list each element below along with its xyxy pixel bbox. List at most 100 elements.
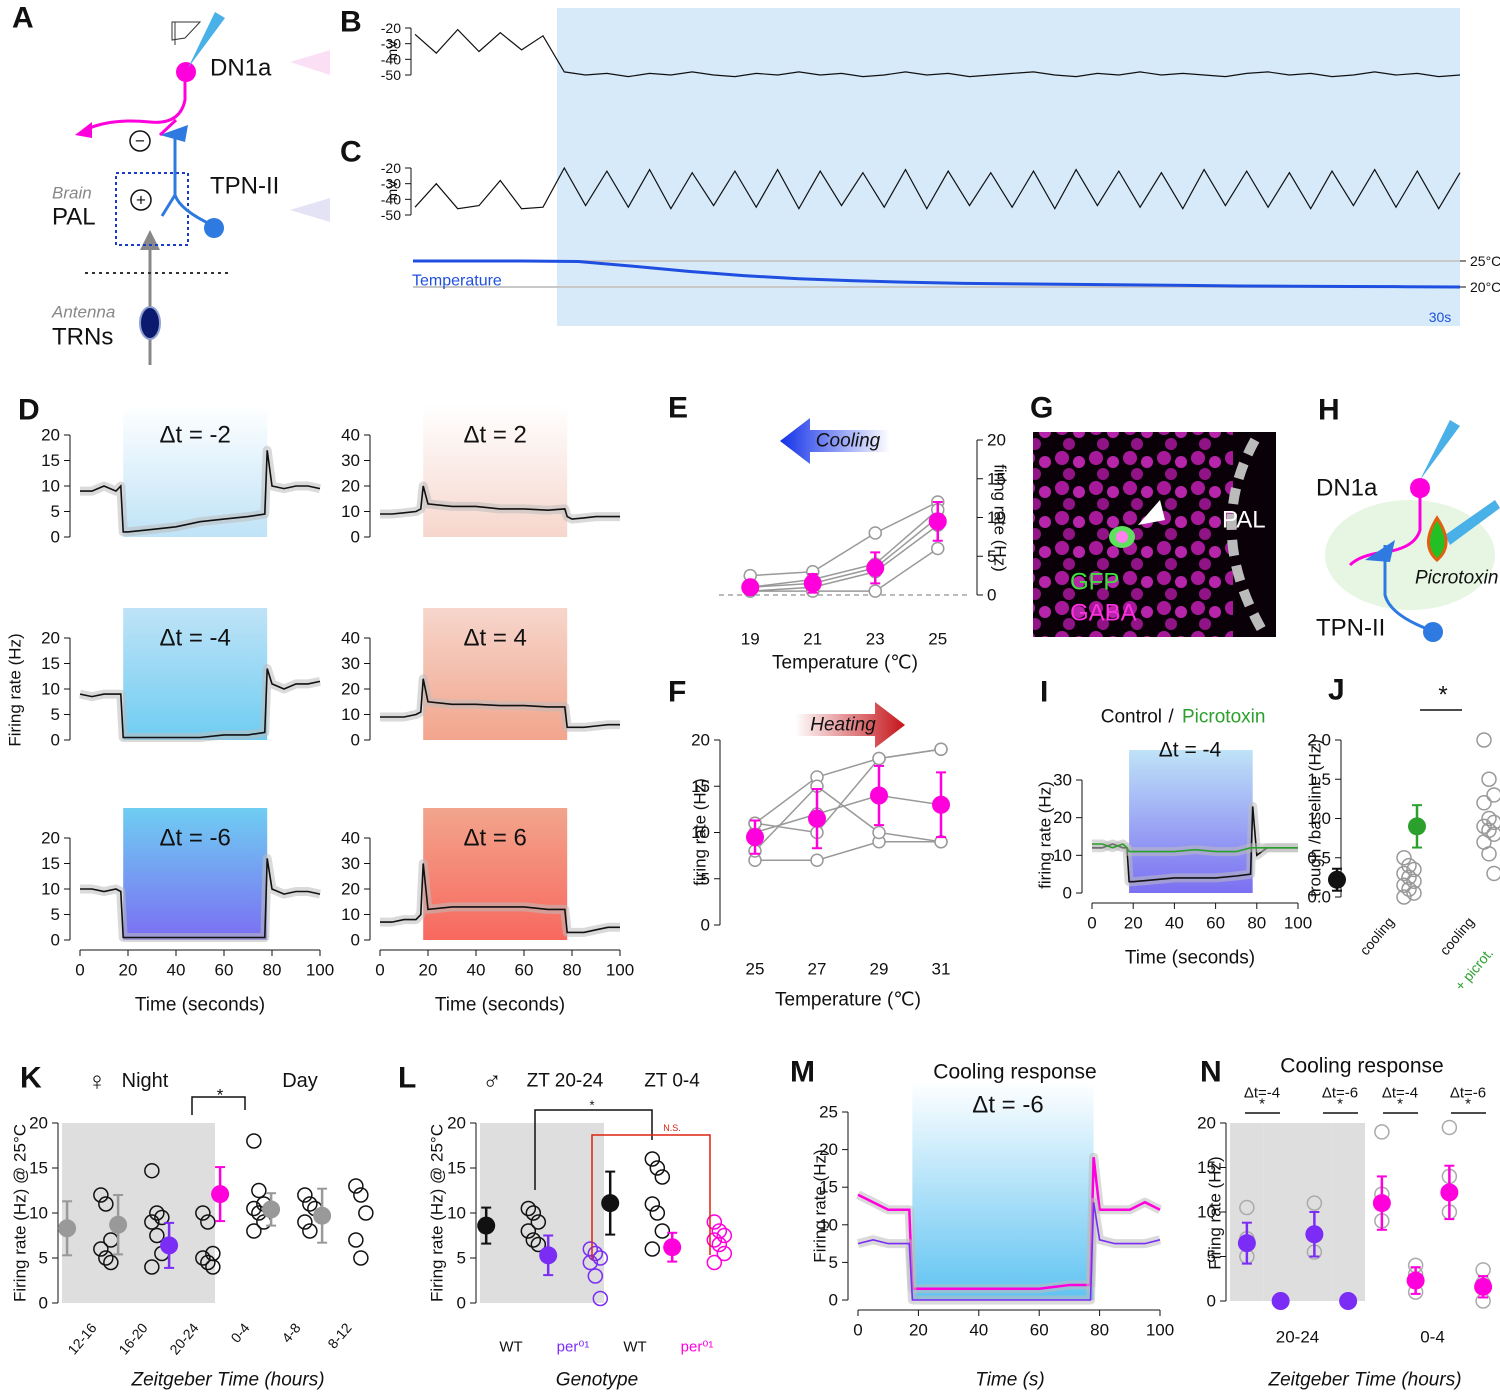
bracket [191, 1096, 246, 1115]
x-tick-label: cooling [1436, 914, 1477, 958]
x-tick-label: WT [499, 1339, 522, 1356]
x-tick-label: 60 [215, 961, 234, 980]
y-tick-label: 10 [819, 1215, 838, 1234]
annotation: ♀ [87, 1066, 107, 1096]
data-point [1486, 814, 1500, 831]
data-point [1486, 865, 1500, 882]
data-point [149, 1227, 165, 1244]
y-axis-label: firing rate (Hz) [1036, 781, 1055, 889]
data-point [297, 1187, 313, 1203]
y-tick-label: 5 [39, 1249, 48, 1268]
x-tick-label: 8-12 [324, 1320, 354, 1352]
data-point [587, 1268, 604, 1284]
diagram-a: A − + DN1a TPN-II Brain PAL Antenna TRNs [12, 2, 330, 365]
y-tick-label: 0 [39, 1294, 48, 1313]
panel-letter: J [1328, 674, 1345, 707]
individual-point [810, 853, 824, 867]
mean-point [262, 1200, 281, 1219]
data-point [358, 1205, 374, 1221]
x-tick-label: 25 [928, 630, 947, 649]
label: DN1a [210, 55, 272, 82]
x-tick-label: 40 [467, 961, 486, 980]
x-tick-label: 20 [1124, 914, 1143, 933]
y-tick-label: 40 [341, 629, 360, 648]
trace [414, 166, 1461, 210]
stimulus-period [423, 808, 568, 940]
y-tick-label: 20 [987, 431, 1006, 450]
y-axis-label: firing rate (Hz) [991, 464, 1010, 572]
panel-letter: B [340, 6, 362, 39]
data-point [525, 1232, 542, 1248]
panel-letter: A [12, 2, 34, 35]
group-label: 0-4 [1420, 1328, 1445, 1347]
x-tick-label: 100 [1284, 914, 1312, 933]
y-tick-label: 20 [41, 629, 60, 648]
diagram-h: H DN1a Picrotoxin TPN-II [1316, 394, 1500, 642]
chart-title: Cooling response [933, 1061, 1096, 1084]
x-tick-label: 12-16 [64, 1320, 99, 1358]
data-point [93, 1187, 109, 1203]
data-point [1476, 818, 1492, 835]
x-tick-label: 40 [1165, 914, 1184, 933]
mean-point [1237, 1234, 1256, 1253]
panel-letter: H [1318, 394, 1340, 427]
annotation: Δt=-6 [1450, 1085, 1486, 1102]
label: Brain [52, 184, 92, 203]
annotation: Temperature [412, 273, 502, 290]
y-tick-label: 20°C [1470, 279, 1500, 295]
data-point [246, 1223, 262, 1239]
series-line [380, 678, 620, 729]
x-tick-label: 80 [563, 961, 582, 980]
individual-line [750, 509, 939, 588]
shade [542, 1123, 604, 1303]
data-point [1476, 732, 1492, 748]
mean-point [928, 512, 947, 531]
x-tick-label: 60 [1030, 1321, 1049, 1340]
data-point [1401, 869, 1417, 886]
data-point [154, 1209, 170, 1226]
mean-point [932, 795, 950, 814]
data-point [530, 1236, 547, 1253]
y-tick-label: 10 [691, 823, 710, 842]
annotation: Cooling [816, 431, 881, 452]
individual-line [754, 794, 942, 834]
mean-point [803, 574, 822, 593]
panel-letter: E [668, 392, 688, 425]
x-tick-label: 60 [515, 961, 534, 980]
annotation: Picrotoxin [1182, 707, 1265, 728]
y-axis-label: firing rate (Hz) [691, 778, 710, 886]
x-tick-label: 27 [808, 960, 827, 979]
x-tick-label: 0 [1087, 914, 1096, 933]
mean-point [539, 1246, 558, 1265]
x-tick-label: 23 [866, 630, 885, 649]
y-tick-label: -50 [381, 207, 401, 223]
annotation: Δt=-4 [1244, 1085, 1280, 1102]
y-tick-label: 20 [29, 1114, 48, 1133]
x-tick-label: 80 [263, 961, 282, 980]
x-tick-label: cooling [1356, 914, 1397, 958]
annotation: * [589, 1098, 594, 1113]
series-line [79, 668, 321, 739]
data-point [520, 1200, 537, 1217]
data-point [1441, 1119, 1458, 1136]
chart-title: Δt = -6 [160, 825, 231, 852]
data-point [200, 1254, 216, 1271]
data-point [592, 1290, 609, 1307]
individual-point [872, 751, 886, 766]
annotation: Heating [810, 715, 876, 736]
y-tick-label: 0 [457, 1294, 466, 1313]
chart-title: Δt = -4 [160, 625, 231, 652]
annotation: * [1465, 1096, 1471, 1113]
individual-line [750, 547, 939, 592]
data-point [1406, 873, 1422, 890]
y-tick-label: 10 [1197, 1203, 1216, 1222]
data-point [525, 1205, 542, 1221]
x-tick-label: 25 [746, 960, 765, 979]
y-tick-label: 15 [41, 654, 60, 673]
y-tick-label: 20 [1197, 1114, 1216, 1133]
y-tick-label: 30 [341, 451, 360, 470]
mean-point [313, 1206, 332, 1225]
annotation: * [1259, 1096, 1265, 1113]
y-tick-label: 10 [341, 502, 360, 521]
annotation: 30s [1429, 309, 1452, 325]
